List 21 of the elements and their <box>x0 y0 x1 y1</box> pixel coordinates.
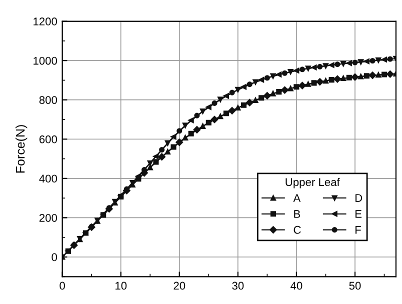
legend-title: Upper Leaf <box>286 178 340 188</box>
legend-label: C <box>294 226 301 234</box>
x-tick-label: 40 <box>290 282 302 290</box>
x-tick-label: 20 <box>174 282 186 290</box>
y-tick-label: 0 <box>52 253 58 262</box>
x-tick-label: 0 <box>60 282 65 290</box>
legend-label: D <box>356 194 362 202</box>
y-axis-title: Force(N) <box>16 125 28 173</box>
y-tick-label: 1000 <box>34 56 58 65</box>
legend-label: B <box>294 210 300 218</box>
legend-label: A <box>293 194 301 202</box>
y-tick-label: 1200 <box>34 18 58 26</box>
x-tick-label: 10 <box>116 282 127 290</box>
legend-label: E <box>356 210 362 218</box>
y-tick-label: 600 <box>39 135 58 144</box>
y-tick-label: 400 <box>39 174 58 183</box>
x-tick-label: 50 <box>349 282 361 290</box>
x-tick-label: 30 <box>232 282 244 290</box>
legend-label: F <box>356 226 361 234</box>
y-tick-label: 800 <box>39 96 58 104</box>
y-tick-label: 200 <box>39 214 58 222</box>
